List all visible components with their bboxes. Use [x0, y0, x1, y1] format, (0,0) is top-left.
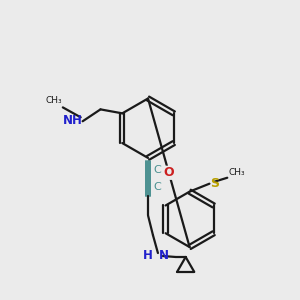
Text: O: O	[164, 166, 174, 179]
Text: NH: NH	[63, 114, 82, 127]
Text: C: C	[153, 165, 161, 175]
Text: S: S	[210, 177, 219, 190]
Text: N: N	[159, 248, 169, 262]
Text: C: C	[153, 182, 161, 192]
Text: CH₃: CH₃	[228, 168, 245, 177]
Text: CH₃: CH₃	[45, 96, 62, 105]
Text: H: H	[143, 248, 153, 262]
